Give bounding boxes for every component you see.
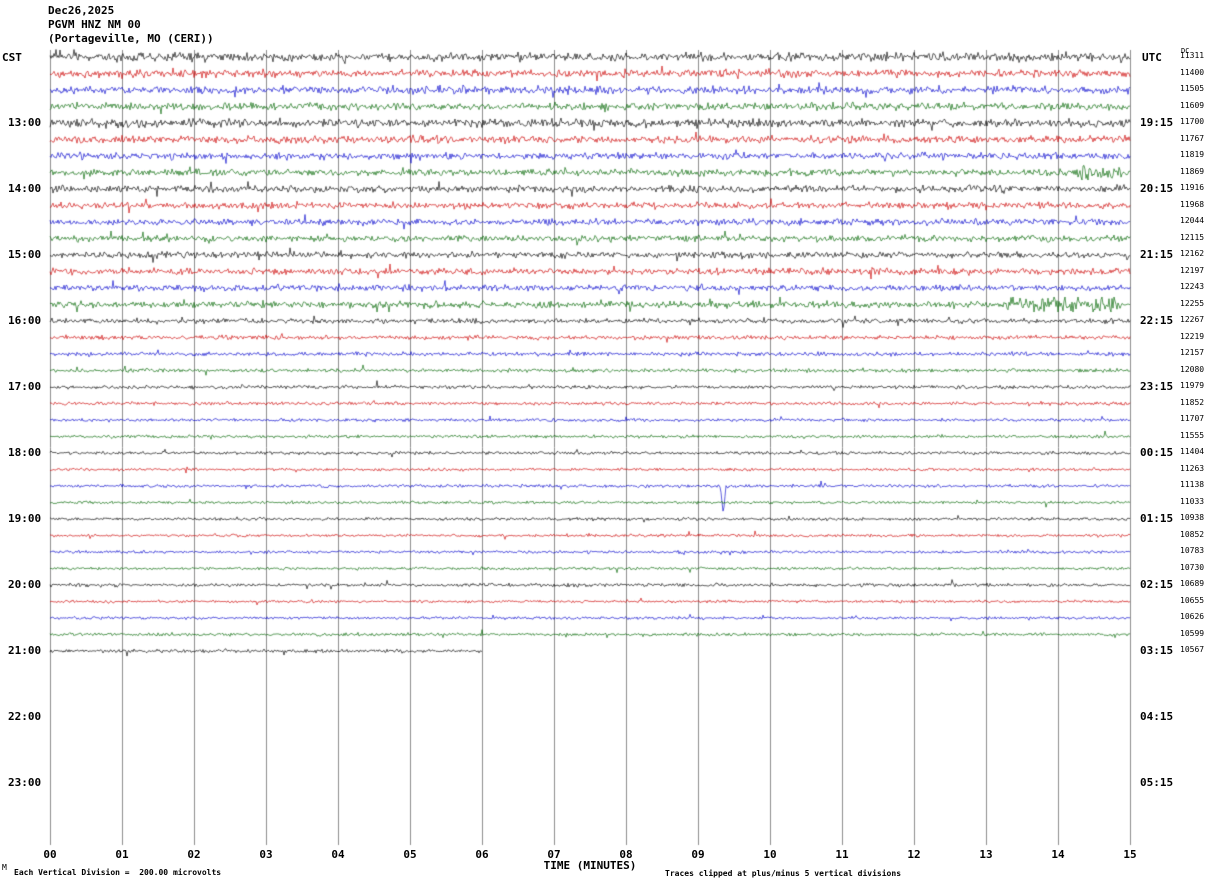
dc-value-label: 11916 (1180, 183, 1205, 192)
x-tick-label: 11 (835, 848, 849, 861)
cst-time-label: 20:00 (8, 578, 42, 591)
clip-note: Traces clipped at plus/minus 5 vertical … (665, 869, 902, 878)
dc-value-label: 11767 (1180, 133, 1205, 143)
utc-time-label: 22:15 (1140, 314, 1174, 327)
dc-value-label: 11138 (1180, 480, 1205, 489)
x-tick-label: 01 (115, 848, 129, 861)
x-tick-label: 02 (187, 848, 201, 861)
cst-time-label: 13:00 (8, 116, 42, 129)
x-tick-label: 00 (43, 848, 57, 861)
dc-value-label: 10852 (1180, 529, 1205, 539)
x-axis-title: TIME (MINUTES) (543, 859, 637, 872)
cst-time-label: 14:00 (8, 182, 42, 195)
dc-value-label: 11263 (1180, 463, 1205, 473)
cst-time-label: 18:00 (8, 446, 42, 459)
x-tick-label: 14 (1051, 848, 1065, 861)
dc-value-label: 10938 (1180, 513, 1205, 522)
dc-value-label: 12255 (1180, 298, 1205, 308)
dc-column-header: DC (1181, 47, 1190, 55)
dc-value-label: 11311 (1180, 51, 1205, 60)
utc-time-label: 05:15 (1140, 776, 1174, 789)
x-tick-label: 06 (475, 848, 489, 861)
dc-value-label: 11033 (1180, 496, 1205, 506)
dc-value-label: 10689 (1180, 579, 1205, 588)
header-date: Dec26,2025 (48, 4, 115, 17)
dc-value-label: 11400 (1180, 67, 1205, 77)
dc-value-label: 12267 (1180, 315, 1205, 324)
dc-value-label: 11700 (1180, 117, 1205, 126)
dc-value-label: 10783 (1180, 546, 1205, 555)
cst-time-label: 23:00 (8, 776, 42, 789)
utc-time-label: 23:15 (1140, 380, 1174, 393)
cst-time-label: 21:00 (8, 644, 42, 657)
dc-value-label: 10730 (1180, 562, 1205, 572)
dc-value-label: 11869 (1180, 166, 1205, 176)
dc-value-label: 12162 (1180, 249, 1205, 258)
utc-time-label: 19:15 (1140, 116, 1174, 129)
x-tick-label: 08 (619, 848, 633, 861)
x-tick-label: 12 (907, 848, 921, 861)
corner-mark: M (2, 863, 7, 872)
cst-time-label: 15:00 (8, 248, 42, 261)
x-tick-label: 15 (1123, 848, 1137, 861)
utc-time-label: 03:15 (1140, 644, 1174, 657)
dc-value-label: 11852 (1180, 397, 1205, 407)
cst-time-label: 22:00 (8, 710, 42, 723)
x-tick-label: 13 (979, 848, 993, 861)
dc-value-label: 10599 (1180, 628, 1205, 638)
dc-value-label: 11819 (1180, 150, 1205, 159)
utc-time-label: 01:15 (1140, 512, 1174, 525)
utc-time-label: 00:15 (1140, 446, 1174, 459)
dc-value-label: 12115 (1180, 232, 1205, 242)
dc-value-label: 12157 (1180, 348, 1205, 357)
left-axis-title: CST (2, 51, 22, 64)
dc-value-label: 11968 (1180, 199, 1205, 209)
cst-time-label: 17:00 (8, 380, 42, 393)
cst-time-label: 19:00 (8, 512, 42, 525)
x-tick-label: 03 (259, 848, 273, 861)
dc-value-label: 12197 (1180, 265, 1205, 275)
dc-value-label: 11609 (1180, 100, 1205, 110)
dc-value-label: 12044 (1180, 216, 1205, 225)
dc-value-label: 12080 (1180, 364, 1205, 374)
right-axis-title: UTC (1142, 51, 1162, 64)
utc-time-label: 20:15 (1140, 182, 1174, 195)
dc-value-label: 10567 (1180, 645, 1205, 654)
x-tick-label: 04 (331, 848, 345, 861)
dc-value-label: 11505 (1180, 84, 1205, 93)
utc-time-label: 02:15 (1140, 578, 1174, 591)
x-tick-label: 05 (403, 848, 417, 861)
dc-value-label: 11979 (1180, 381, 1205, 390)
x-tick-label: 09 (691, 848, 705, 861)
utc-time-label: 21:15 (1140, 248, 1174, 261)
utc-time-label: 04:15 (1140, 710, 1174, 723)
cst-time-label: 16:00 (8, 314, 42, 327)
header-location: (Portageville, MO (CERI)) (48, 32, 214, 45)
x-tick-label: 07 (547, 848, 561, 861)
dc-value-label: 11404 (1180, 447, 1205, 456)
dc-value-label: 10626 (1180, 612, 1205, 621)
dc-value-label: 12243 (1180, 282, 1205, 291)
dc-value-label: 11707 (1180, 414, 1205, 423)
dc-value-label: 11555 (1180, 430, 1205, 440)
dc-value-label: 12219 (1180, 331, 1205, 341)
scale-note: Each Vertical Division = 200.00 microvol… (14, 868, 222, 877)
header-station: PGVM HNZ NM 00 (48, 18, 141, 31)
dc-value-label: 10655 (1180, 595, 1205, 605)
x-tick-label: 10 (763, 848, 777, 861)
